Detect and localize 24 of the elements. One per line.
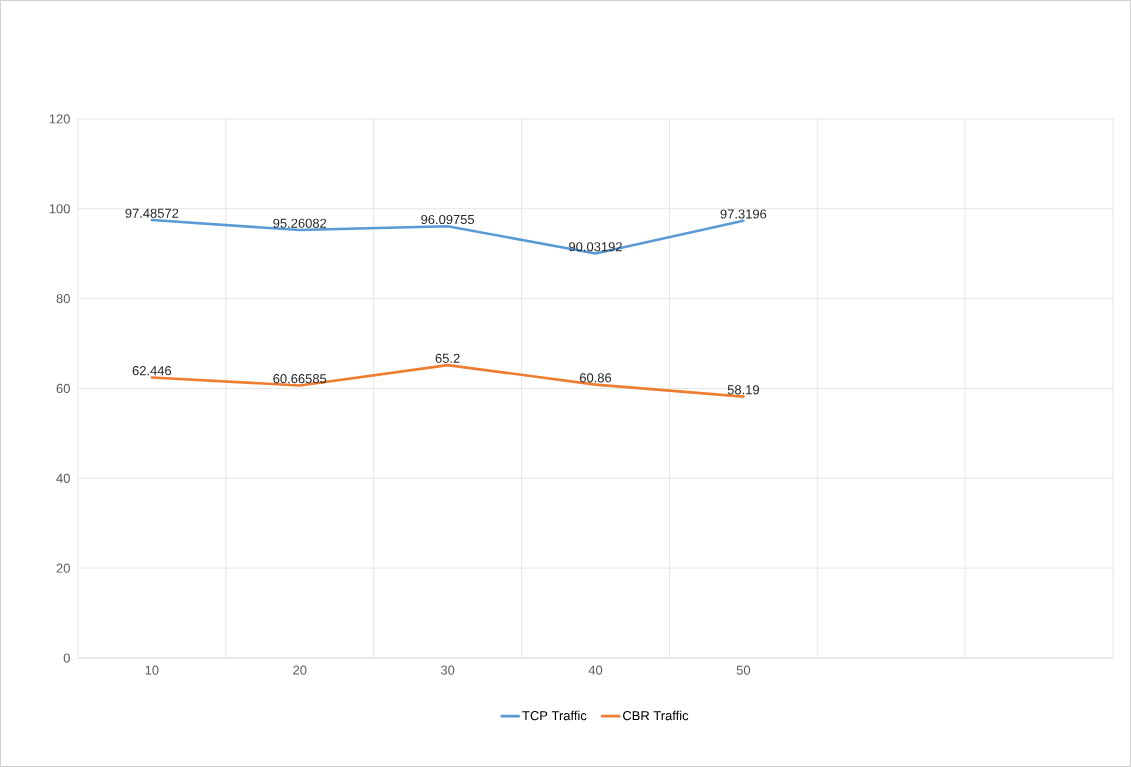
x-tick-label: 30	[440, 665, 455, 675]
y-tick-label: 60	[56, 383, 70, 394]
x-tick-label: 10	[145, 665, 159, 675]
data-label: 60.66585	[273, 374, 327, 384]
legend-label: TCP Traffic	[522, 710, 587, 721]
y-tick-label: 20	[56, 563, 70, 573]
y-tick-label: 100	[49, 204, 70, 214]
x-tick-label: 50	[736, 665, 751, 675]
x-tick-label: 20	[293, 665, 307, 675]
legend-label: CBR Traffic	[623, 710, 689, 721]
data-label: 60.86	[579, 373, 612, 383]
y-tick-label: 40	[56, 473, 70, 483]
y-tick-label: 80	[56, 294, 70, 304]
data-label: 97.3196	[720, 209, 767, 219]
data-label: 58.19	[727, 385, 759, 395]
y-tick-label: 0	[63, 653, 70, 663]
data-label: 62.446	[132, 366, 172, 376]
x-tick-label: 40	[588, 665, 603, 675]
data-label: 96.09755	[421, 214, 475, 225]
y-tick-label: 120	[49, 114, 70, 124]
data-label: 90.03192	[569, 242, 622, 252]
data-label: 65.2	[435, 353, 460, 363]
data-label: 95.26082	[273, 218, 327, 228]
data-label: 97.48572	[125, 208, 179, 218]
